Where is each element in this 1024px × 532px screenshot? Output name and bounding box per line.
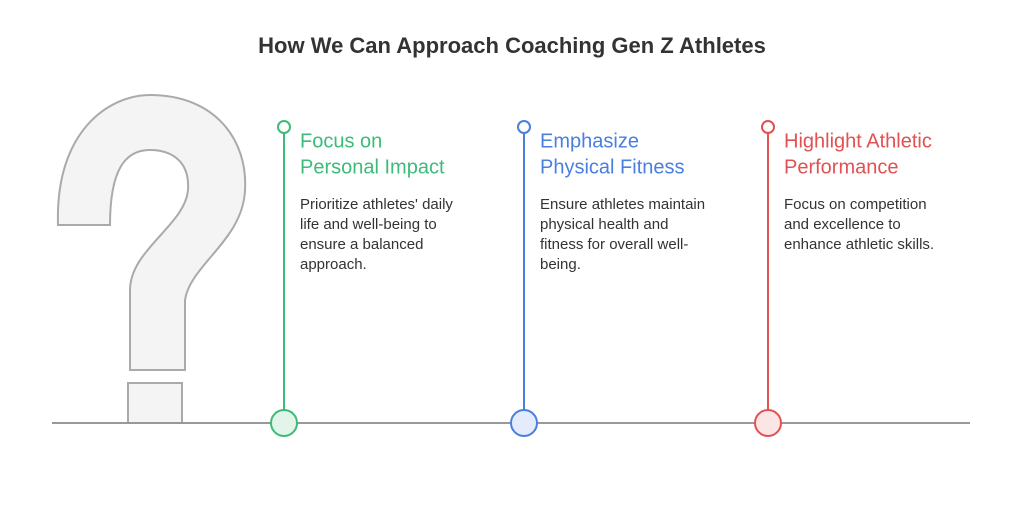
item-description: enhance athletic skills.: [784, 236, 934, 253]
bottom-dot: [754, 409, 782, 437]
item-description: approach.: [300, 256, 367, 273]
bottom-dot: [510, 409, 538, 437]
item-heading: Focus on: [300, 130, 382, 152]
item-description: being.: [540, 256, 581, 273]
item-description: Focus on competition: [784, 196, 927, 213]
top-dot: [517, 120, 531, 134]
top-dot: [277, 120, 291, 134]
item-heading: Personal Impact: [300, 156, 445, 178]
item-description: Prioritize athletes' daily: [300, 196, 453, 213]
item-description: and excellence to: [784, 216, 901, 233]
bottom-dot: [270, 409, 298, 437]
item-description: Ensure athletes maintain: [540, 196, 705, 213]
item-heading: Highlight Athletic: [784, 130, 932, 152]
item-description: fitness for overall well-: [540, 236, 688, 253]
top-dot: [761, 120, 775, 134]
item-heading: Physical Fitness: [540, 156, 685, 178]
item-description: physical health and: [540, 216, 668, 233]
item-heading: Emphasize: [540, 130, 639, 152]
title: How We Can Approach Coaching Gen Z Athle…: [258, 33, 766, 58]
item-description: ensure a balanced: [300, 236, 423, 253]
question-dot: [127, 382, 183, 424]
question-mark: [56, 93, 247, 371]
item-description: life and well-being to: [300, 216, 437, 233]
item-heading: Performance: [784, 156, 899, 178]
